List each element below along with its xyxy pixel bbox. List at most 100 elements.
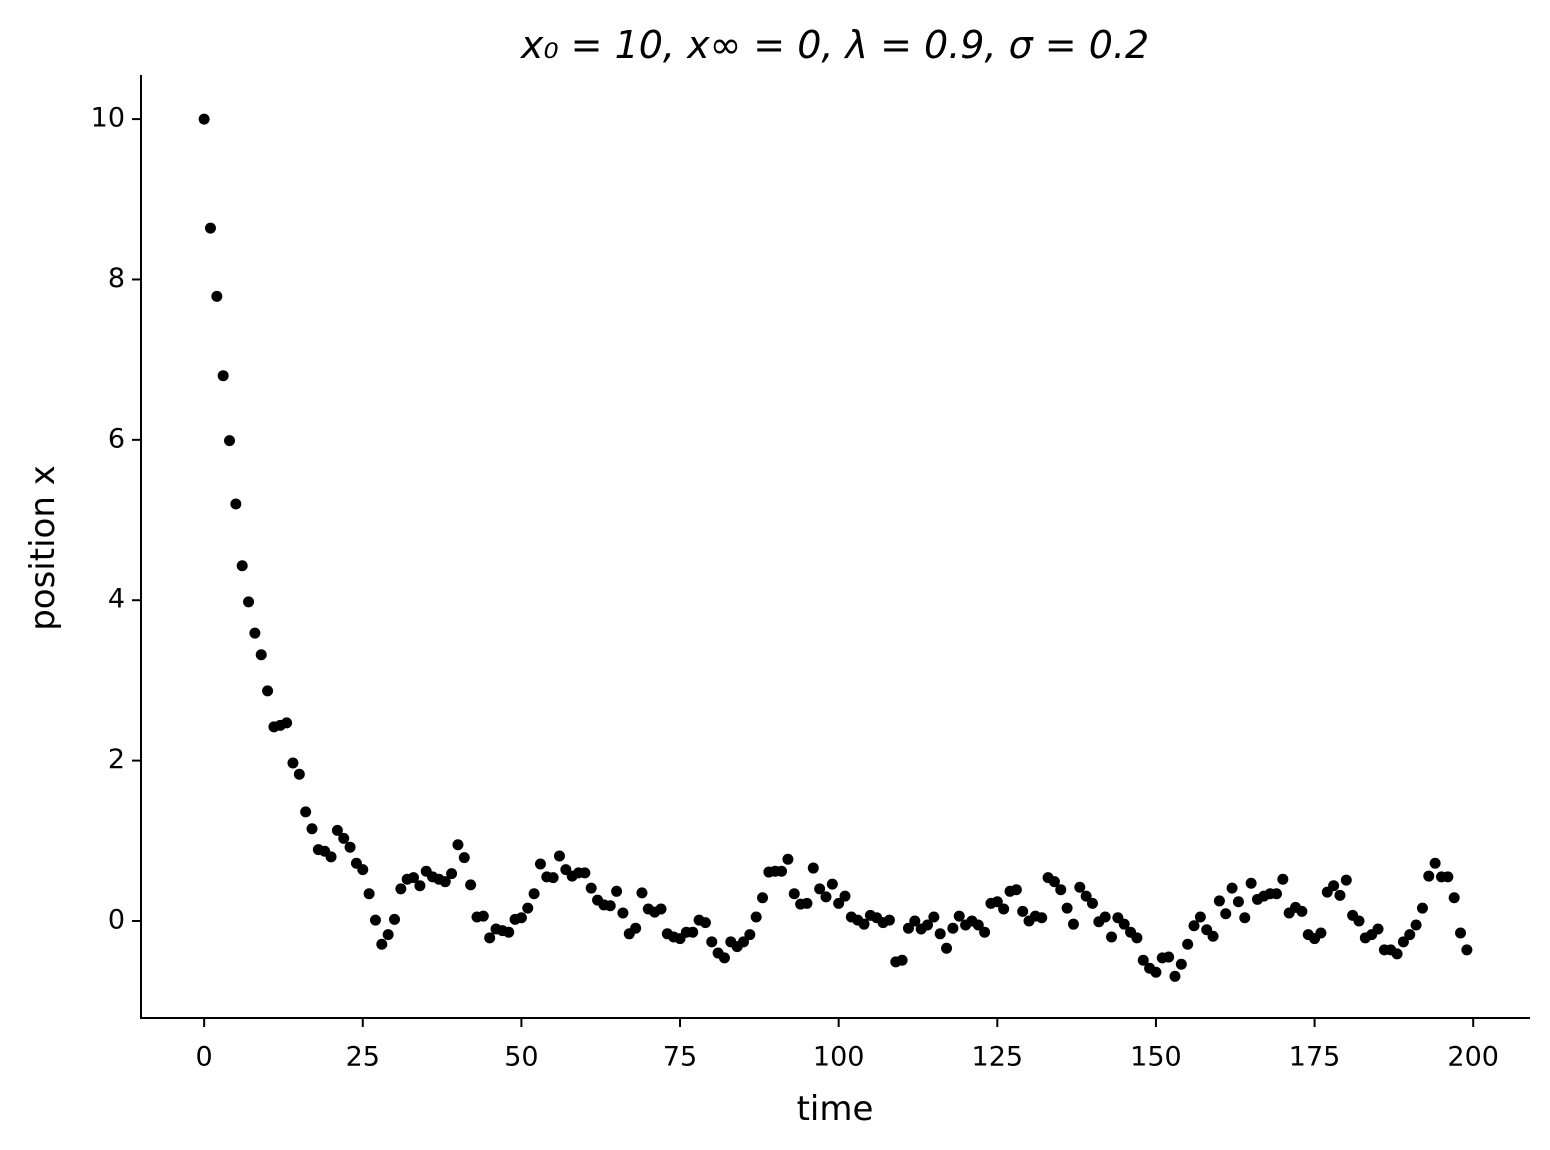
data-point xyxy=(243,596,255,608)
data-point xyxy=(1328,880,1340,892)
data-point xyxy=(547,872,559,884)
data-point xyxy=(477,910,489,922)
y-axis-label: position x xyxy=(23,465,63,631)
data-point xyxy=(1036,912,1048,924)
x-tick-label: 125 xyxy=(972,1042,1024,1073)
data-point xyxy=(1423,870,1435,882)
data-point xyxy=(896,954,908,966)
data-point xyxy=(744,929,756,941)
data-point xyxy=(1150,966,1162,978)
data-point xyxy=(1334,889,1346,901)
x-tick-label: 0 xyxy=(196,1042,213,1073)
data-point xyxy=(706,936,718,948)
data-point xyxy=(902,922,914,934)
data-point xyxy=(839,890,851,902)
data-point xyxy=(1397,936,1409,948)
y-tick-label: 4 xyxy=(108,584,125,615)
data-point xyxy=(928,911,940,923)
data-point xyxy=(1271,888,1283,900)
data-point xyxy=(306,823,318,835)
data-point xyxy=(528,888,540,900)
data-point xyxy=(1207,930,1219,942)
data-point xyxy=(1086,897,1098,909)
data-point xyxy=(585,882,597,894)
data-point xyxy=(230,498,242,510)
data-point xyxy=(1080,890,1092,902)
data-point xyxy=(281,717,293,729)
data-point xyxy=(1416,902,1428,914)
data-point xyxy=(820,891,832,903)
data-point xyxy=(439,876,451,888)
data-point xyxy=(484,932,496,944)
data-point xyxy=(814,883,826,895)
data-point xyxy=(757,892,769,904)
data-point xyxy=(991,896,1003,908)
data-point xyxy=(1220,908,1232,920)
data-point xyxy=(833,897,845,909)
data-point xyxy=(883,914,895,926)
data-point xyxy=(395,883,407,895)
data-point xyxy=(1404,929,1416,941)
data-point xyxy=(534,858,546,870)
data-point xyxy=(1169,970,1181,982)
data-point xyxy=(1188,920,1200,932)
data-point xyxy=(452,839,464,851)
data-point xyxy=(262,685,274,697)
x-tick-label: 50 xyxy=(504,1042,538,1073)
data-point xyxy=(446,868,458,880)
x-tick-label: 100 xyxy=(813,1042,865,1073)
data-point xyxy=(388,913,400,925)
data-point xyxy=(1353,915,1365,927)
data-point xyxy=(1163,951,1175,963)
data-point xyxy=(1099,911,1111,923)
y-tick-label: 0 xyxy=(108,904,125,935)
data-point xyxy=(224,435,236,447)
data-point xyxy=(972,919,984,931)
data-point xyxy=(782,853,794,865)
data-point xyxy=(1213,895,1225,907)
data-point xyxy=(1131,932,1143,944)
data-point xyxy=(1194,911,1206,923)
data-point xyxy=(636,887,648,899)
data-point xyxy=(503,926,515,938)
data-point xyxy=(300,806,312,818)
y-tick-label: 6 xyxy=(108,423,125,454)
data-point xyxy=(826,878,838,890)
data-point xyxy=(1118,918,1130,930)
data-point xyxy=(1391,948,1403,960)
chart-title: x₀ = 10, x∞ = 0, λ = 0.9, σ = 0.2 xyxy=(520,23,1149,67)
data-point xyxy=(858,918,870,930)
data-point xyxy=(979,926,991,938)
data-point xyxy=(363,888,375,900)
data-point xyxy=(953,910,965,922)
data-point xyxy=(604,900,616,912)
data-point xyxy=(1137,954,1149,966)
data-point xyxy=(611,885,623,897)
data-point xyxy=(1448,892,1460,904)
data-point xyxy=(1455,927,1467,939)
data-point xyxy=(788,888,800,900)
data-point xyxy=(369,914,381,926)
data-point xyxy=(699,917,711,929)
data-point xyxy=(807,862,819,874)
data-point xyxy=(687,926,699,938)
x-tick-label: 150 xyxy=(1130,1042,1182,1073)
data-point xyxy=(414,880,426,892)
data-point xyxy=(255,649,267,661)
data-point xyxy=(1061,902,1073,914)
data-point xyxy=(1442,871,1454,883)
data-point xyxy=(344,841,356,853)
data-point xyxy=(249,627,261,639)
data-point xyxy=(934,928,946,940)
data-point xyxy=(515,912,527,924)
data-point xyxy=(1106,931,1118,943)
data-point xyxy=(801,897,813,909)
data-point xyxy=(1461,944,1473,956)
data-point xyxy=(579,867,591,879)
data-point xyxy=(1277,873,1289,885)
data-point xyxy=(737,936,749,948)
data-point xyxy=(198,113,210,125)
data-point xyxy=(522,902,534,914)
data-point xyxy=(1410,919,1422,931)
